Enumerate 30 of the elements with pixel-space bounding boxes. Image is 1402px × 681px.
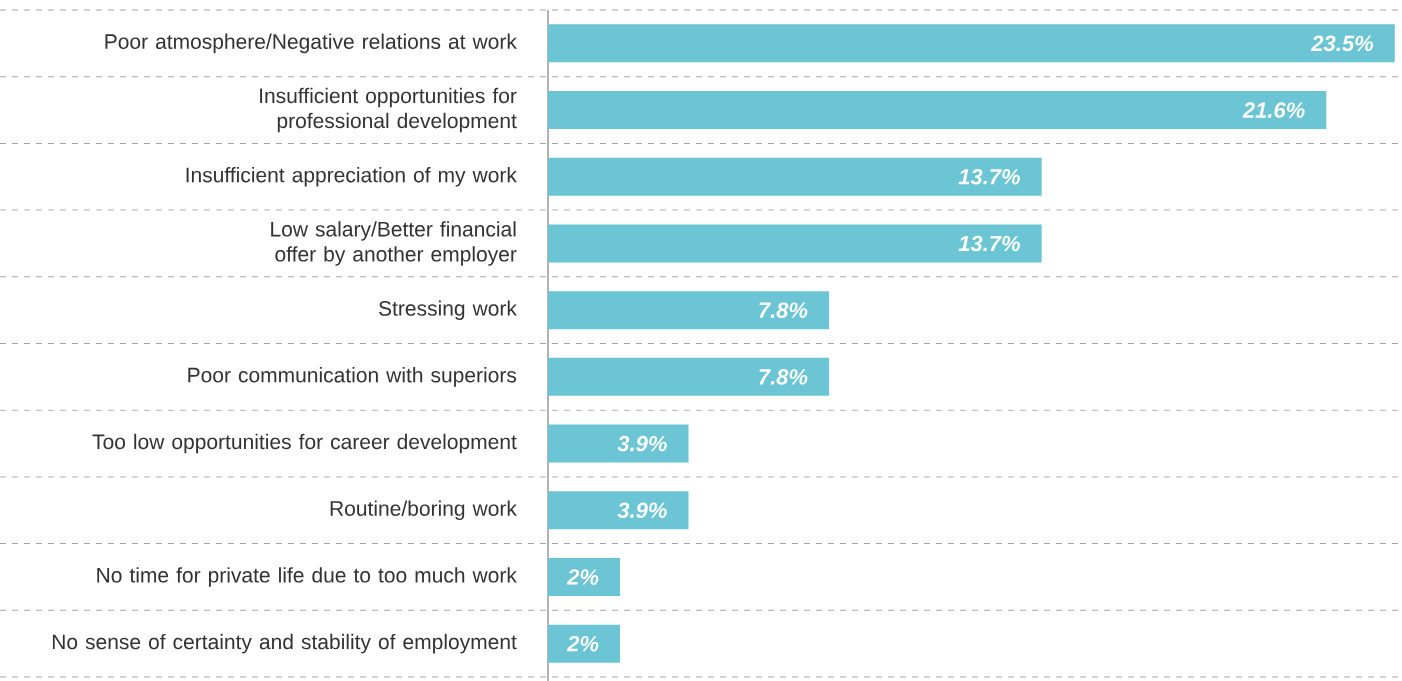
bar [548, 424, 689, 463]
bar [548, 24, 1395, 63]
y-tick-label: Insufficient opportunities for professional development [260, 87, 517, 133]
bar [548, 91, 1327, 130]
bar [548, 357, 830, 396]
data-label: 3.9% [617, 502, 667, 519]
y-tick-label: No sense of certainty and stability of employment [52, 633, 517, 654]
y-tick-label: Insufficient appreciation of my work [186, 166, 517, 187]
data-label: 23.5% [1311, 35, 1374, 52]
y-tick-label: Stressing work [379, 300, 517, 320]
bar [548, 557, 621, 596]
data-label: 7.8% [759, 302, 808, 318]
bar [548, 291, 830, 330]
y-tick-label: No time for private life due to too much work [97, 567, 517, 587]
data-label: 3.9% [617, 435, 667, 452]
data-label: 2% [566, 635, 599, 652]
y-tick-label: Too low opportunities for career development [92, 433, 517, 454]
bar [548, 491, 689, 530]
data-label: 21.6% [1242, 102, 1305, 118]
y-tick-label: Poor communication with superiors [188, 367, 517, 387]
data-label: 2% [566, 569, 599, 585]
bar [548, 624, 621, 663]
data-label: 13.7% [958, 169, 1020, 185]
bar [548, 157, 1042, 196]
bar [548, 224, 1042, 263]
y-tick-label: Poor atmosphere/Negative relations at work [105, 33, 517, 54]
y-tick-label: Routine/boring work [330, 500, 517, 521]
y-tick-label: Low salary/Better financial offer by another employer [271, 221, 517, 266]
data-label: 7.8% [759, 369, 808, 385]
data-label: 13.7% [958, 235, 1020, 252]
